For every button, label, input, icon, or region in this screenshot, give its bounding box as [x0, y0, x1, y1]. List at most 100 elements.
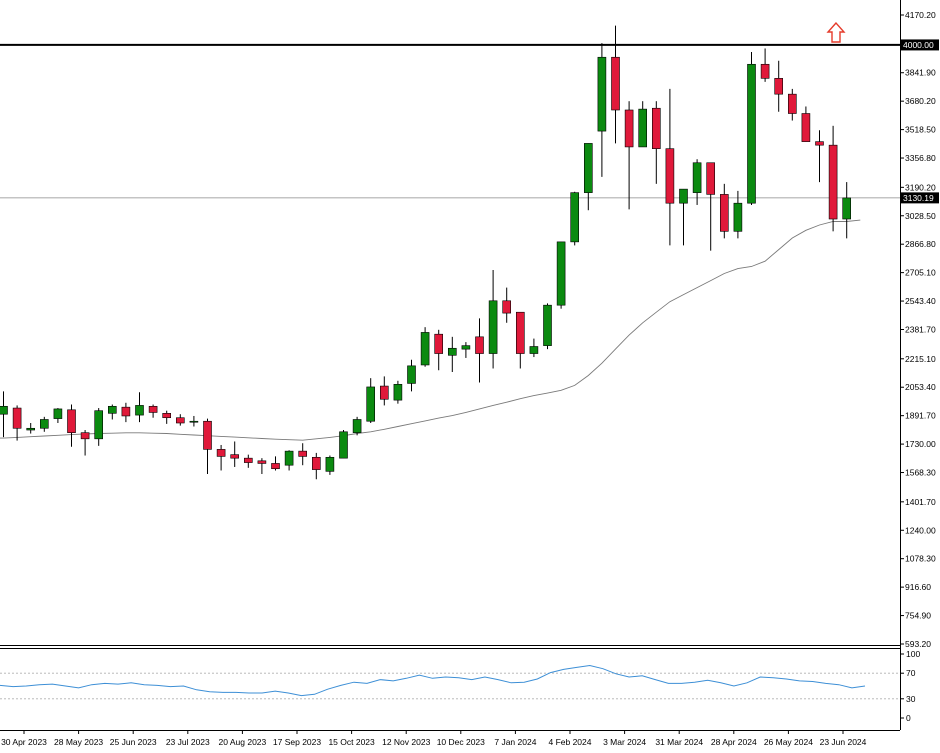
bull-candle — [529, 338, 539, 358]
bull-candle — [108, 404, 117, 420]
up-arrow-icon — [826, 21, 846, 43]
bear-candle — [148, 404, 158, 418]
oscillator-line — [0, 664, 866, 697]
date-label: 17 Sep 2023 — [273, 737, 321, 747]
price-tick-label: 1240.00 — [905, 525, 936, 535]
bear-candle — [379, 376, 389, 406]
candle-body — [339, 431, 348, 459]
candle-body — [135, 405, 144, 416]
bull-candle — [447, 336, 457, 373]
candle-body — [176, 417, 185, 424]
bear-candle — [801, 106, 811, 142]
price-tick-label: 2866.80 — [905, 239, 936, 249]
moving-average-line — [0, 219, 861, 441]
candle-body — [39, 419, 49, 429]
price-tick-label: 3518.50 — [905, 125, 936, 135]
date-label: 23 Jul 2023 — [166, 737, 210, 747]
bull-candle — [393, 380, 403, 404]
bull-candle — [135, 392, 144, 423]
candle-body — [379, 385, 389, 400]
bear-candle — [719, 183, 729, 239]
candle-body — [284, 450, 294, 466]
candle-body — [244, 457, 253, 463]
bull-candle — [692, 159, 702, 205]
price-tick-label: 1568.30 — [905, 468, 936, 478]
price-level-tag-label: 4000.00 — [903, 40, 934, 50]
candle-body — [311, 456, 321, 470]
candle-body — [257, 460, 267, 464]
candle-body — [189, 420, 199, 423]
bear-candle — [176, 414, 185, 426]
bear-candle — [787, 88, 797, 121]
price-tick-label: 1401.70 — [905, 497, 936, 507]
bull-candle — [638, 101, 648, 148]
candle-body — [583, 143, 593, 193]
bear-candle — [203, 418, 212, 474]
date-label: 23 Jun 2024 — [820, 737, 867, 747]
candle-body — [162, 413, 171, 419]
price-tick-label: 754.90 — [905, 611, 931, 621]
candle-body — [842, 197, 852, 220]
bull-candle — [284, 450, 294, 471]
bull-candle — [461, 342, 471, 358]
bull-candle — [597, 43, 607, 177]
price-tick-label: 2381.70 — [905, 325, 936, 335]
candle-body — [352, 419, 362, 433]
price-tick-label: 2705.10 — [905, 268, 936, 278]
candle-body — [515, 311, 525, 354]
candle-body — [298, 450, 308, 457]
bear-candle — [244, 454, 253, 468]
oscillator-tick-label: 30 — [906, 694, 916, 704]
candle-body — [529, 346, 539, 354]
candle-body — [706, 162, 716, 195]
date-label: 31 Mar 2024 — [655, 737, 703, 747]
candle-body — [230, 454, 239, 459]
candle-body — [420, 332, 430, 366]
bull-candle — [420, 327, 430, 367]
candle-body — [461, 345, 471, 350]
date-label: 10 Dec 2023 — [437, 737, 485, 747]
price-tick-label: 2543.40 — [905, 296, 936, 306]
price-tick-label: 1078.30 — [905, 554, 936, 564]
price-tick-label: 3680.20 — [905, 96, 936, 106]
price-tick-label: 3841.90 — [905, 68, 936, 78]
price-tick-label: 4170.20 — [905, 10, 936, 20]
candle-body — [815, 141, 824, 146]
price-level-tag — [901, 192, 939, 204]
date-label: 28 May 2023 — [54, 737, 103, 747]
bull-candle — [26, 422, 36, 434]
bear-candle — [121, 402, 131, 423]
price-tick-label: 593.20 — [905, 639, 931, 649]
candle-body — [393, 384, 403, 401]
candle-body — [407, 365, 416, 384]
candle-body — [366, 386, 376, 422]
bear-candle — [665, 88, 675, 246]
candle-body — [692, 162, 702, 193]
bear-candle — [67, 404, 76, 447]
candle-body — [570, 192, 580, 243]
oscillator-tick-label: 100 — [906, 649, 920, 659]
bull-candle — [488, 270, 498, 369]
bear-candle — [502, 287, 512, 323]
candle-body — [543, 304, 552, 346]
bear-candle — [80, 430, 90, 456]
candle-body — [434, 333, 444, 354]
bear-candle — [475, 318, 484, 383]
price-tick-label: 3028.50 — [905, 211, 936, 221]
bull-candle — [583, 143, 593, 211]
price-tick-label: 1891.70 — [905, 411, 936, 421]
candle-body — [26, 427, 36, 431]
candle-body — [148, 405, 158, 413]
candle-body — [719, 194, 729, 232]
bull-candle — [339, 430, 348, 459]
bull-candle — [679, 188, 688, 246]
candle-body — [665, 148, 675, 204]
candle-body — [651, 107, 661, 149]
bear-candle — [515, 311, 525, 369]
date-label: 20 Aug 2023 — [219, 737, 267, 747]
candle-body — [747, 63, 756, 204]
candle-body — [679, 188, 688, 204]
bear-candle — [706, 162, 716, 251]
